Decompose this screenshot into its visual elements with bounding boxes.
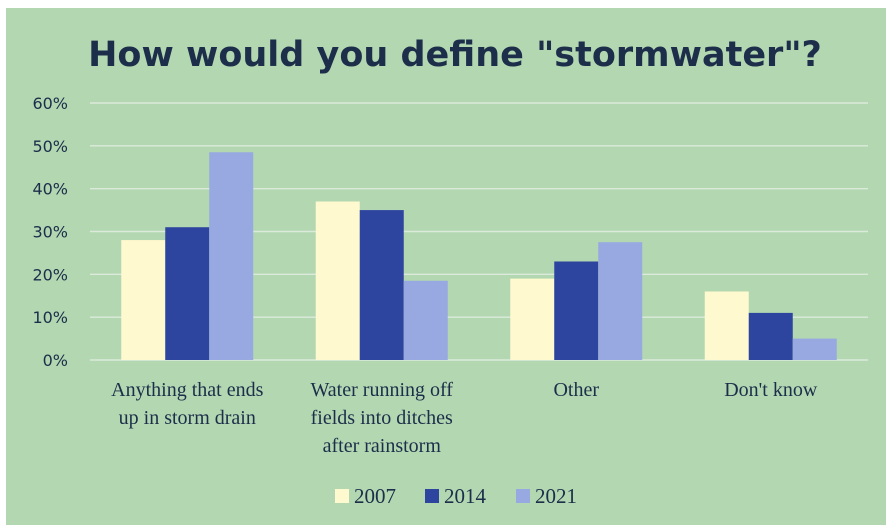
- y-tick-label: 20%: [32, 265, 68, 284]
- x-axis-categories: Anything that ends up in storm drain Water…: [111, 379, 818, 457]
- y-tick-label: 60%: [32, 94, 68, 113]
- bar-2021: [403, 280, 448, 360]
- legend-label-2007: 2007: [354, 484, 396, 508]
- bar-2014: [359, 210, 404, 360]
- legend-swatch-2007: [335, 489, 349, 503]
- bar-2014: [748, 312, 793, 360]
- legend: 2007 2014 2021: [335, 484, 577, 508]
- y-tick-label: 30%: [32, 223, 68, 242]
- x-category-label: Water running off fields into ditches afte…: [311, 379, 454, 457]
- legend-swatch-2021: [516, 489, 530, 503]
- bar-2007: [315, 201, 360, 360]
- y-tick-label: 10%: [32, 308, 68, 327]
- x-category-label: Anything that ends up in storm drain: [111, 379, 263, 429]
- x-category-label: Don't know: [724, 379, 818, 401]
- chart-title: How would you define "stormwater"?: [88, 35, 822, 75]
- bar-2007: [704, 291, 749, 360]
- bar-2007: [510, 278, 555, 360]
- bar-2021: [792, 338, 837, 360]
- bar-2021: [209, 152, 254, 360]
- legend-swatch-2014: [425, 489, 439, 503]
- bar-2007: [121, 240, 166, 360]
- bar-2021: [598, 242, 643, 360]
- y-axis-ticks: 0% 10% 20% 30% 40% 50% 60%: [32, 94, 68, 370]
- bar-2014: [165, 227, 210, 360]
- y-tick-label: 50%: [32, 137, 68, 156]
- x-category-label: Other: [553, 379, 599, 401]
- bars: [121, 152, 837, 360]
- legend-label-2014: 2014: [444, 484, 487, 508]
- bar-2014: [554, 261, 599, 360]
- y-tick-label: 40%: [32, 180, 68, 199]
- legend-label-2021: 2021: [535, 484, 577, 508]
- y-tick-label: 0%: [43, 351, 68, 370]
